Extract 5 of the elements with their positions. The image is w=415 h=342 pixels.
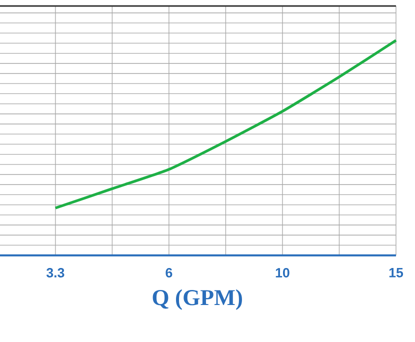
- x-tick-label: 3.3: [46, 268, 64, 278]
- x-axis-title: Q (GPM): [152, 289, 242, 310]
- x-tick-label: 10: [276, 268, 290, 278]
- x-tick-label: 15: [389, 268, 404, 278]
- x-tick-label: 6: [166, 268, 172, 278]
